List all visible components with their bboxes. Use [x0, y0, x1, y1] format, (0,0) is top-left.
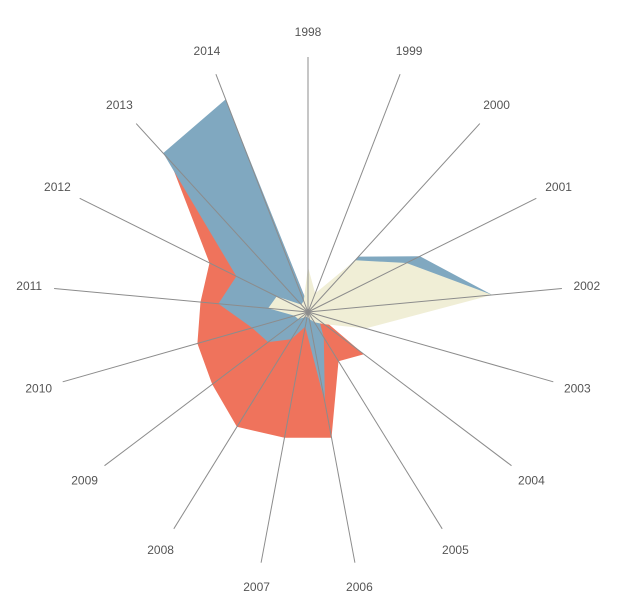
spoke-2001: [307, 197, 537, 313]
spoke-2012: [79, 197, 309, 313]
spoke-2010: [62, 311, 309, 383]
tick-label-2011: 2011: [16, 279, 42, 293]
tick-label-2012: 2012: [44, 180, 71, 194]
tick-label-2009: 2009: [71, 474, 98, 488]
axis-tick-labels: 1998 1999 2000 2001 2002 2003 2004 2005 2006 2007…: [16, 25, 600, 594]
spoke-2005: [307, 311, 443, 530]
tick-label-2007: 2007: [243, 580, 270, 594]
spoke-2008: [173, 311, 309, 530]
tick-label-2004: 2004: [518, 474, 545, 488]
spoke-2011: [54, 288, 309, 313]
tick-label-2014: 2014: [194, 44, 221, 58]
axis-spokes: [54, 57, 562, 563]
spoke-1999: [307, 74, 401, 313]
tick-label-1999: 1999: [396, 44, 423, 58]
spoke-2004: [307, 311, 512, 467]
spoke-2013: [135, 123, 309, 313]
series-area-4: [268, 260, 493, 329]
tick-label-1998: 1998: [295, 25, 322, 39]
tick-label-2006: 2006: [346, 580, 373, 594]
tick-label-2010: 2010: [25, 382, 52, 396]
tick-label-2005: 2005: [442, 543, 469, 557]
tick-label-2008: 2008: [147, 543, 174, 557]
spoke-2009: [104, 311, 309, 467]
spoke-2007: [260, 311, 309, 563]
spoke-2014: [215, 74, 309, 313]
spoke-2003: [307, 311, 554, 383]
tick-label-2003: 2003: [564, 382, 591, 396]
tick-label-2001: 2001: [545, 180, 572, 194]
series-area-3: [163, 99, 493, 403]
spoke-2000: [307, 123, 481, 313]
tick-label-2002: 2002: [573, 279, 600, 293]
tick-label-2000: 2000: [483, 98, 510, 112]
tick-label-2013: 2013: [106, 98, 133, 112]
spoke-2002: [307, 288, 562, 313]
series-areas: [163, 99, 493, 438]
spoke-2006: [307, 311, 356, 563]
